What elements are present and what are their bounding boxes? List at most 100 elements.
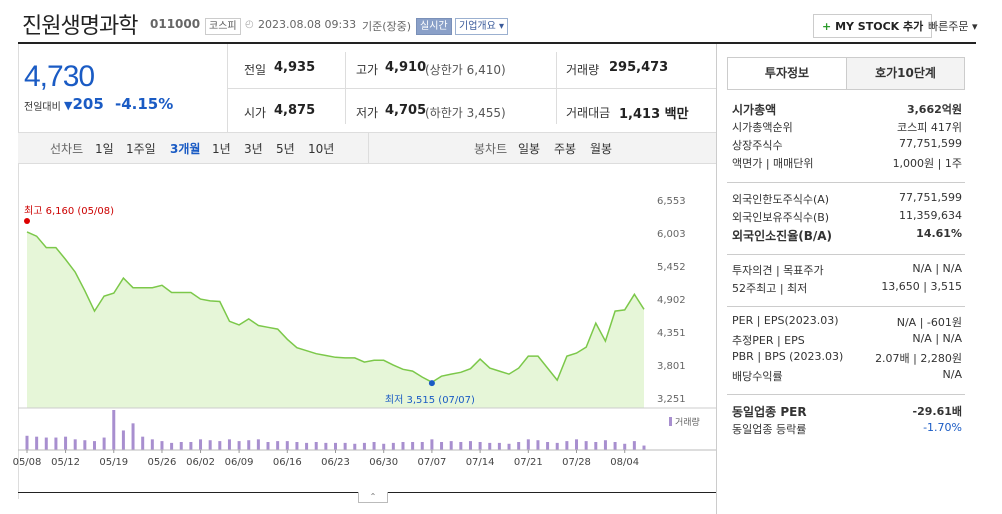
info-row: 상장주식수 77,751,599 <box>732 137 962 156</box>
volume-bar <box>179 442 183 450</box>
amount-label: 거래대금 <box>566 106 611 120</box>
x-tick-label: 07/07 <box>417 457 446 468</box>
volume-bar <box>372 442 376 450</box>
info-key: 투자의견 | 목표주가 <box>732 264 824 277</box>
info-row: 외국인보유주식수(B) 11,359,634 <box>732 209 962 228</box>
volume-bar <box>613 442 617 450</box>
collapse-chart-button[interactable]: ⌃ <box>358 492 388 503</box>
x-tick-label: 05/12 <box>51 457 80 468</box>
info-row: 동일업종 PER -29.61배 <box>732 403 962 422</box>
price-area <box>27 231 644 408</box>
candle-tab-weekly[interactable]: 주봉 <box>554 142 577 156</box>
info-row: 투자의견 | 목표주가 N/A | N/A <box>732 262 962 281</box>
stock-code: 011000 <box>150 17 201 31</box>
volume-bar <box>546 442 550 450</box>
chevron-up-icon: ⌃ <box>369 492 377 501</box>
y-tick-label: 6,553 <box>657 196 686 207</box>
overview-dropdown[interactable]: 기업개요 ▾ <box>455 18 509 35</box>
info-key: 동일업종 PER <box>732 405 807 419</box>
volume-bar <box>334 442 337 450</box>
high-marker <box>24 218 30 224</box>
volume-bar <box>362 442 366 450</box>
volume-bar <box>488 442 492 450</box>
candle-tab-monthly[interactable]: 월봉 <box>590 142 613 156</box>
my-stock-add-button[interactable]: + MY STOCK 추가 <box>813 14 933 38</box>
candle-chart-label: 봉차트 <box>474 142 508 156</box>
info-row: 액면가 | 매매단위 1,000원 | 1주 <box>732 155 962 174</box>
info-value: -1.70% <box>923 421 962 434</box>
period-tab-5y[interactable]: 5년 <box>276 142 295 156</box>
info-value: 77,751,599 <box>899 137 962 150</box>
info-value: 14.61% <box>916 227 962 240</box>
prev-close-value: 4,935 <box>274 60 316 75</box>
volume-bar <box>35 436 39 450</box>
rp-separator <box>727 306 965 307</box>
volume-label: 거래량 <box>566 63 600 77</box>
volume-bar <box>131 423 135 450</box>
period-tab-10y[interactable]: 10년 <box>308 142 335 156</box>
volume-bar <box>150 439 154 450</box>
overview-label: 기업개요 <box>459 21 496 32</box>
current-price: 4,730 <box>24 60 95 93</box>
volume-bar <box>440 442 444 450</box>
info-key: PBR | BPS (2023.03) <box>732 350 844 363</box>
period-tab-3y[interactable]: 3년 <box>244 142 263 156</box>
volume-bar <box>594 442 598 450</box>
volume-bar <box>391 442 395 450</box>
down-triangle-icon: ▼ <box>64 99 73 112</box>
x-tick-label: 05/19 <box>99 457 128 468</box>
info-key: 외국인소진율(B/A) <box>732 229 833 243</box>
period-tab-1w[interactable]: 1주일 <box>126 142 156 156</box>
rp-separator <box>727 394 965 395</box>
volume-bar <box>584 441 588 450</box>
volume-bar <box>141 436 145 450</box>
x-tick-label: 06/30 <box>369 457 398 468</box>
volume-bar <box>353 443 357 450</box>
chevron-down-icon: ▾ <box>499 21 505 32</box>
x-tick-label: 05/26 <box>148 457 177 468</box>
chart-tab-bar <box>18 132 716 164</box>
info-row: 시가총액순위 코스피 417위 <box>732 119 962 138</box>
prev-close-label: 전일 <box>244 63 267 77</box>
left-border <box>18 44 19 499</box>
tab-investment-info[interactable]: 투자정보 <box>727 57 847 90</box>
candle-tab-daily[interactable]: 일봉 <box>518 142 541 156</box>
volume-bar <box>382 443 386 450</box>
info-row: 52주최고 | 최저 13,650 | 3,515 <box>732 280 962 299</box>
low-label: 저가 <box>356 106 379 120</box>
volume-bar <box>199 439 203 450</box>
amount-value: 1,413 백만 <box>619 107 689 122</box>
volume-bar <box>324 442 328 450</box>
info-key: 시가총액 <box>732 103 777 117</box>
info-key: 배당수익률 <box>732 370 783 383</box>
volume-bar <box>237 441 241 450</box>
price-chart[interactable]: 6,553 6,003 5,452 4,902 4,351 3,801 3,251 최고 6,… <box>0 164 716 496</box>
volume-bar <box>285 441 289 450</box>
basis: 기준(장중) <box>362 20 412 33</box>
tab-order-book[interactable]: 호가10단계 <box>846 57 965 90</box>
stock-name: 진원생명과학 <box>22 14 138 39</box>
quick-order-button[interactable]: 빠른주문 ▾ <box>928 18 978 34</box>
live-badge[interactable]: 실시간 <box>416 18 452 35</box>
volume-bar <box>497 442 501 450</box>
rp-separator <box>727 182 965 183</box>
info-key: 액면가 | 매매단위 <box>732 157 814 170</box>
volume-bar <box>208 440 212 450</box>
info-value: 2.07배 | 2,280원 <box>875 352 962 365</box>
volume-bar <box>517 442 521 450</box>
x-tick-label: 08/04 <box>610 457 639 468</box>
volume-bar <box>632 441 636 450</box>
volume-bar <box>295 442 299 450</box>
info-value: 1,000원 | 1주 <box>892 157 962 170</box>
period-tab-3m[interactable]: 3개월 <box>170 142 201 156</box>
info-key: 추정PER | EPS <box>732 334 805 347</box>
info-key: 시가총액순위 <box>732 121 793 134</box>
period-tab-1d[interactable]: 1일 <box>95 142 114 156</box>
info-key: 외국인한도주식수(A) <box>732 193 830 206</box>
period-tab-1y[interactable]: 1년 <box>212 142 231 156</box>
line-chart-label: 선차트 <box>50 142 84 156</box>
rp-tab-line <box>727 89 965 90</box>
info-row: 추정PER | EPS N/A | N/A <box>732 332 962 351</box>
info-value: -29.61배 <box>912 405 962 418</box>
volume-bar <box>112 410 116 450</box>
